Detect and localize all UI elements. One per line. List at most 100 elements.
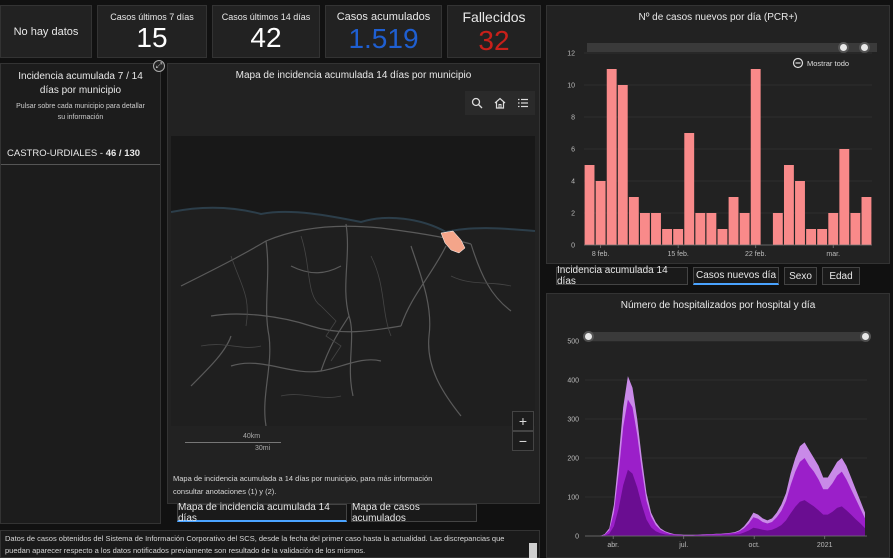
- municipality-panel: Incidencia acumulada 7 / 14 días por mun…: [0, 63, 161, 524]
- area-y-tick-label: 0: [575, 534, 579, 541]
- bar-x-tick-label: mar.: [826, 251, 840, 258]
- zoom-in-button[interactable]: +: [512, 411, 534, 431]
- bar: [728, 197, 739, 245]
- bar: [695, 213, 706, 245]
- bar: [850, 213, 861, 245]
- municipality-panel-title: Incidencia acumulada 7 / 14 días por mun…: [18, 71, 143, 96]
- bar: [628, 197, 639, 245]
- show-all-label: Mostrar todo: [807, 58, 850, 68]
- area-y-tick-label: 200: [567, 456, 579, 463]
- municipality-divider: [1, 164, 160, 165]
- highlighted-municipality: [440, 230, 466, 254]
- map-canvas[interactable]: [171, 136, 535, 426]
- sea-area: [171, 136, 535, 232]
- kpi-cases-14d: Casos últimos 14 días 42: [212, 5, 320, 58]
- range-slider-track[interactable]: [587, 43, 877, 52]
- bar: [717, 229, 728, 245]
- bar: [617, 85, 628, 245]
- bar: [839, 149, 850, 245]
- bar: [861, 197, 872, 245]
- tab-incidence-14d[interactable]: Incidencia acumulada 14 días: [556, 265, 688, 287]
- bar-y-tick-label: 8: [571, 115, 575, 122]
- map-caption: Mapa de incidencia acumulada a 14 días p…: [173, 474, 433, 496]
- area-x-tick-label: abr.: [607, 542, 619, 549]
- bar-y-tick-label: 6: [571, 147, 575, 154]
- hospitalized-panel: Número de hospitalizados por hospital y …: [546, 293, 890, 558]
- cumulative-label: Casos acumulados: [336, 10, 431, 23]
- bar-y-tick-label: 0: [571, 243, 575, 250]
- scale-line: [185, 442, 281, 443]
- bar: [584, 165, 595, 245]
- bar-x-tick-label: 22 feb.: [745, 251, 766, 258]
- municipality-row[interactable]: CASTRO-URDIALES - 46 / 130: [7, 148, 140, 159]
- area-y-tick-label: 500: [567, 339, 579, 346]
- municipality-separator: -: [97, 148, 106, 159]
- bar-y-tick-label: 10: [567, 83, 575, 90]
- road-network: [180, 223, 512, 426]
- kpi-cases-7d: Casos últimos 7 días 15: [97, 5, 207, 58]
- area-y-tick-label: 400: [567, 378, 579, 385]
- bar-y-tick-label: 4: [571, 179, 575, 186]
- scale-mi-label: 30mi: [255, 445, 271, 452]
- bar: [772, 213, 783, 245]
- list-icon[interactable]: [512, 92, 534, 114]
- area-y-tick-label: 300: [567, 417, 579, 424]
- range-slider-right-handle[interactable]: [859, 42, 870, 53]
- cumulative-value: 1.519: [348, 22, 419, 54]
- bar-x-tick-label: 15 feb.: [667, 251, 688, 258]
- tab-map-cumulative[interactable]: Mapa de casos acumulados: [351, 502, 477, 524]
- area-x-tick-label: jul.: [678, 542, 688, 549]
- zoom-out-button[interactable]: −: [512, 431, 534, 451]
- bar: [783, 165, 794, 245]
- bar: [828, 213, 839, 245]
- map-panel: Mapa de incidencia acumulada 14 días por…: [167, 63, 540, 504]
- cases-7d-value: 15: [136, 21, 168, 53]
- bar: [795, 181, 805, 245]
- area-x-tick-label: oct.: [749, 542, 760, 549]
- coastline: [171, 206, 535, 234]
- bar: [673, 229, 684, 245]
- footer-text: Datos de casos obtenidos del Sistema de …: [5, 534, 505, 555]
- hospitalized-chart: 0 100 200 300 400 500 abr. jul. oct. 2021: [567, 339, 867, 549]
- area-y-tick-label: 100: [567, 495, 579, 502]
- bar: [806, 229, 817, 245]
- bar: [651, 213, 661, 245]
- secondary-roads: [200, 235, 512, 398]
- bar-x-tick-label: 8 feb.: [592, 251, 610, 258]
- deaths-value: 32: [478, 24, 510, 56]
- scale-bar: 40km 30mi: [185, 433, 281, 452]
- range-slider-left-handle[interactable]: [838, 42, 849, 53]
- bar: [739, 213, 750, 245]
- bar: [684, 133, 695, 245]
- hospitalized-slider-track[interactable]: [585, 332, 867, 341]
- bar: [817, 229, 828, 245]
- tab-map-incidence[interactable]: Mapa de incidencia acumulada 14 días: [177, 502, 347, 524]
- bar: [750, 69, 761, 245]
- bar-y-tick-label: 2: [571, 211, 575, 218]
- tab-age[interactable]: Edad: [822, 267, 860, 285]
- zoom-out-icon: [792, 57, 804, 69]
- area-series: [600, 399, 865, 536]
- bar-y-tick-label: 12: [567, 51, 575, 58]
- footer-notes: Datos de casos obtenidos del Sistema de …: [0, 530, 540, 558]
- show-all-button[interactable]: Mostrar todo: [792, 57, 849, 69]
- new-cases-title: Nº de casos nuevos por día (PCR+): [638, 12, 798, 23]
- map-title: Mapa de incidencia acumulada 14 días por…: [235, 70, 472, 81]
- area-x-tick-label: 2021: [817, 542, 833, 549]
- home-icon[interactable]: [489, 92, 511, 114]
- footer-scrollbar[interactable]: [529, 543, 537, 558]
- cases-14d-value: 42: [250, 21, 282, 53]
- cases-14d-label: Casos últimos 14 días: [221, 11, 311, 22]
- kpi-no-data: No hay datos: [0, 5, 92, 58]
- cases-7d-label: Casos últimos 7 días: [110, 11, 194, 22]
- expand-icon[interactable]: ⤢: [153, 60, 165, 72]
- search-icon[interactable]: [466, 92, 488, 114]
- municipality-name: CASTRO-URDIALES: [7, 148, 98, 159]
- bar: [662, 229, 673, 245]
- bar: [706, 213, 717, 245]
- no-data-label: No hay datos: [13, 25, 79, 38]
- hospitalized-title: Número de hospitalizados por hospital y …: [620, 300, 816, 311]
- tab-sex[interactable]: Sexo: [784, 267, 817, 285]
- tab-new-cases[interactable]: Casos nuevos día: [693, 267, 779, 285]
- deaths-label: Fallecidos: [462, 8, 526, 25]
